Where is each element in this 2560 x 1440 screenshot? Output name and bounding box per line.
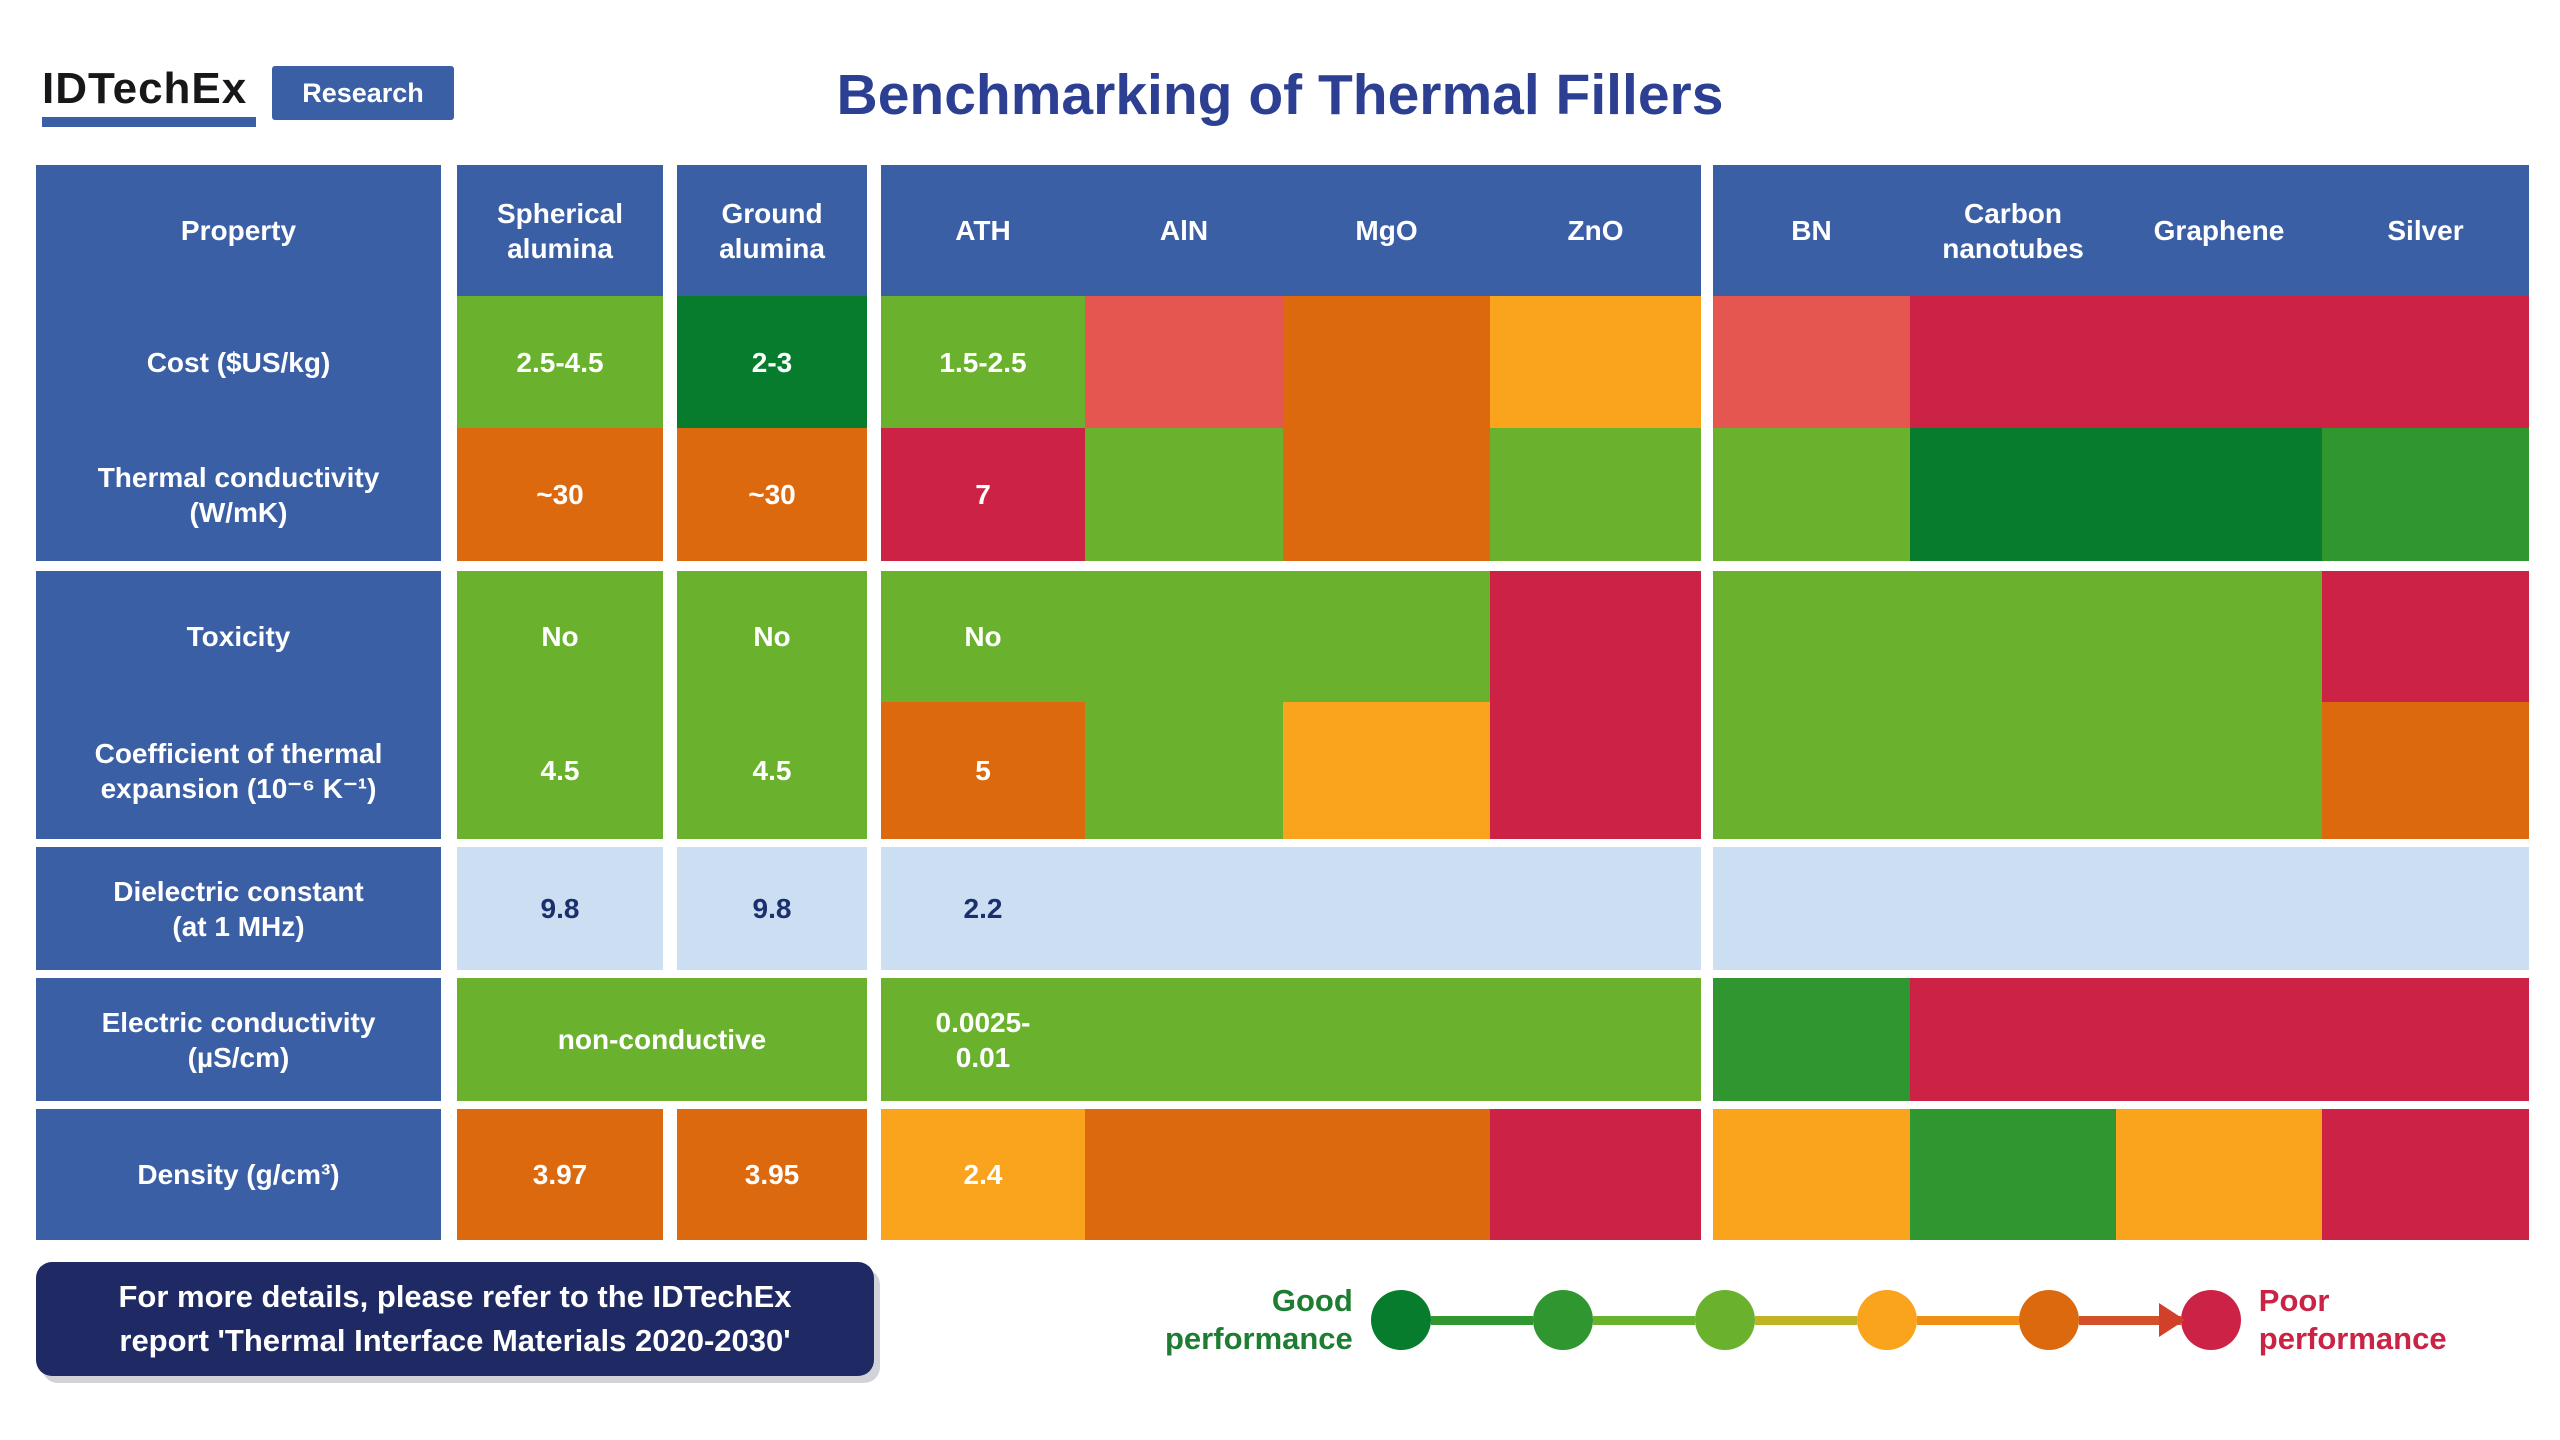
tox-mgo (1283, 571, 1490, 702)
diel-aln-mgo-zno (1085, 847, 1701, 970)
diel-bn-carbon-graphene-silver (1713, 847, 2529, 970)
tox-cte-bn (1713, 571, 1910, 839)
col-header-carbon-nanotubes: Carbon nanotubes (1910, 165, 2116, 296)
ec-carbon-graphene-silver (1910, 978, 2529, 1101)
logo-underline-bar (42, 117, 256, 127)
density-carbon-nanotubes (1910, 1109, 2116, 1240)
row-label-cost: Cost ($US/kg) (36, 296, 441, 428)
tc-bn (1713, 428, 1910, 561)
col-header-aln: AlN (1085, 165, 1283, 296)
density-ground-alumina: 3.95 (677, 1109, 867, 1240)
density-ath: 2.4 (881, 1109, 1085, 1240)
cost-carbon-graphene-silver (1910, 296, 2529, 428)
col-header-silver: Silver (2322, 165, 2529, 296)
density-bn (1713, 1109, 1910, 1240)
row-label-toxicity: Toxicity (36, 571, 441, 702)
col-header-ath: ATH (881, 165, 1085, 296)
legend-segment-5 (2078, 1302, 2185, 1337)
row-label-density: Density (g/cm³) (36, 1109, 441, 1240)
row-label-thermal-conductivity: Thermal conductivity (W/mK) (36, 428, 441, 561)
benchmark-table: Property Spherical alumina Ground alumina A… (36, 165, 2529, 1240)
col-header-zno: ZnO (1490, 165, 1701, 296)
row-label-electric-conductivity: Electric conductivity (µS/cm) (36, 978, 441, 1101)
density-graphene (2116, 1109, 2322, 1240)
cte-spherical-alumina: 4.5 (457, 702, 663, 839)
tc-aln (1085, 428, 1283, 561)
density-silver (2322, 1109, 2529, 1240)
legend-dot-4 (1856, 1290, 1917, 1350)
cte-ath: 5 (881, 702, 1085, 839)
row-label-dielectric-constant: Dielectric constant (at 1 MHz) (36, 847, 441, 970)
ec-ath: 0.0025- 0.01 (881, 978, 1085, 1101)
col-header-spherical-alumina: Spherical alumina (457, 165, 663, 296)
report-note-box: For more details, please refer to the ID… (36, 1262, 874, 1376)
density-aln-mgo (1085, 1109, 1490, 1240)
cost-thermal-mgo (1283, 296, 1490, 561)
diel-ath: 2.2 (881, 847, 1085, 970)
cost-ground-alumina: 2-3 (677, 296, 867, 428)
tox-ground-alumina: No (677, 571, 867, 702)
legend-dot-1 (1370, 1290, 1431, 1350)
good-performance-label: Good performance (1165, 1283, 1353, 1356)
legend-segment-2 (1592, 1315, 1695, 1325)
legend-segment-1 (1430, 1315, 1533, 1325)
tc-silver (2322, 428, 2529, 561)
performance-scale (1370, 1290, 2241, 1350)
tc-carbon-graphene (1910, 428, 2322, 561)
legend-dot-5 (2018, 1290, 2079, 1350)
tox-cte-aln (1085, 571, 1283, 839)
col-header-property: Property (36, 165, 441, 296)
col-header-bn: BN (1713, 165, 1910, 296)
idtechex-logo: IDTechEx Research (42, 66, 454, 127)
row-label-cte: Coefficient of thermal expansion (10⁻⁶ K… (36, 702, 441, 839)
tox-cte-zno (1490, 571, 1701, 839)
cost-bn (1713, 296, 1910, 428)
tc-ground-alumina: ~30 (677, 428, 867, 561)
col-header-ground-alumina: Ground alumina (677, 165, 867, 296)
col-header-mgo: MgO (1283, 165, 1490, 296)
diel-spherical-alumina: 9.8 (457, 847, 663, 970)
cost-ath: 1.5-2.5 (881, 296, 1085, 428)
performance-legend: Good performance Poor performance (1165, 1258, 2447, 1382)
logo-research-badge: Research (272, 66, 454, 120)
legend-dot-2 (1532, 1290, 1593, 1350)
page-title: Benchmarking of Thermal Fillers (836, 63, 1724, 127)
density-zno (1490, 1109, 1701, 1240)
tox-spherical-alumina: No (457, 571, 663, 702)
tc-zno (1490, 428, 1701, 561)
tox-silver (2322, 571, 2529, 702)
diel-ground-alumina: 9.8 (677, 847, 867, 970)
cost-zno (1490, 296, 1701, 428)
cost-aln (1085, 296, 1283, 428)
report-note-line2: report 'Thermal Interface Materials 2020… (119, 1323, 791, 1358)
cte-silver (2322, 702, 2529, 839)
col-header-graphene: Graphene (2116, 165, 2322, 296)
cost-spherical-alumina: 2.5-4.5 (457, 296, 663, 428)
ec-spherical-ground-alumina: non-conductive (457, 978, 867, 1101)
tox-ath: No (881, 571, 1085, 702)
ec-bn (1713, 978, 1910, 1101)
legend-dot-6 (2180, 1290, 2241, 1350)
ec-aln-mgo-zno (1085, 978, 1701, 1101)
logo-wordmark: IDTechEx (42, 64, 248, 113)
poor-performance-label: Poor performance (2258, 1283, 2447, 1356)
cte-mgo (1283, 702, 1490, 839)
legend-segment-3 (1754, 1315, 1857, 1325)
legend-dot-3 (1694, 1290, 1755, 1350)
cte-ground-alumina: 4.5 (677, 702, 867, 839)
legend-segment-4 (1916, 1315, 2019, 1325)
report-note-line1: For more details, please refer to the ID… (118, 1279, 792, 1314)
legend-arrow-icon (2158, 1302, 2185, 1337)
tox-cte-carbon-graphene (1910, 571, 2322, 839)
logo-wordmark-block: IDTechEx (42, 66, 256, 127)
tc-spherical-alumina: ~30 (457, 428, 663, 561)
density-spherical-alumina: 3.97 (457, 1109, 663, 1240)
tc-ath: 7 (881, 428, 1085, 561)
